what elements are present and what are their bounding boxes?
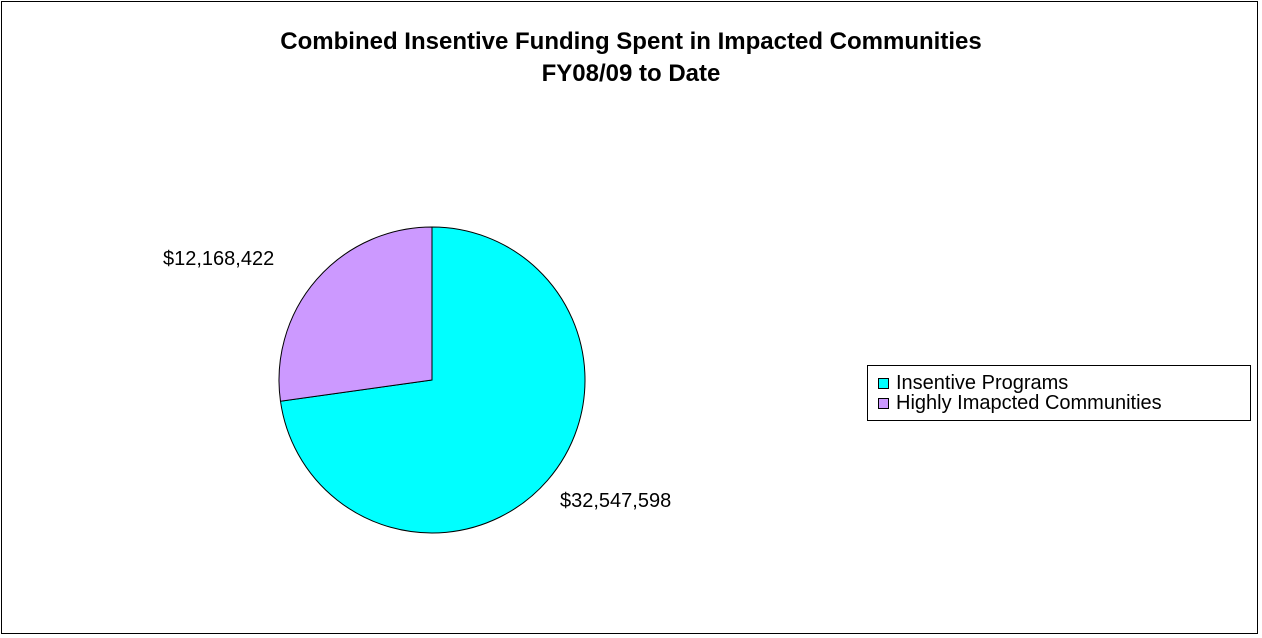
pie-slice-highly-impacted-communities (278, 226, 433, 402)
legend-label-highly-impacted-communities: Highly Imapcted Communities (896, 391, 1162, 414)
chart-title-block: Combined Insentive Funding Spent in Impa… (0, 26, 1262, 90)
pie-slice-insentive-programs (279, 226, 586, 534)
data-label-highly-impacted-communities: $12,168,422 (163, 248, 275, 270)
legend: Insentive Programs Highly Imapcted Commu… (867, 365, 1251, 421)
legend-item-highly-impacted-communities: Highly Imapcted Communities (878, 392, 1162, 414)
chart-title: Combined Insentive Funding Spent in Impa… (280, 28, 982, 55)
legend-label-insentive-programs: Insentive Programs (896, 371, 1069, 394)
legend-swatch-insentive-programs (878, 377, 889, 389)
data-label-insentive-programs: $32,547,598 (560, 490, 672, 512)
legend-item-insentive-programs: Insentive Programs (878, 372, 1068, 394)
legend-swatch-highly-impacted-communities (878, 397, 889, 409)
chart-subtitle: FY08/09 to Date (541, 60, 721, 87)
